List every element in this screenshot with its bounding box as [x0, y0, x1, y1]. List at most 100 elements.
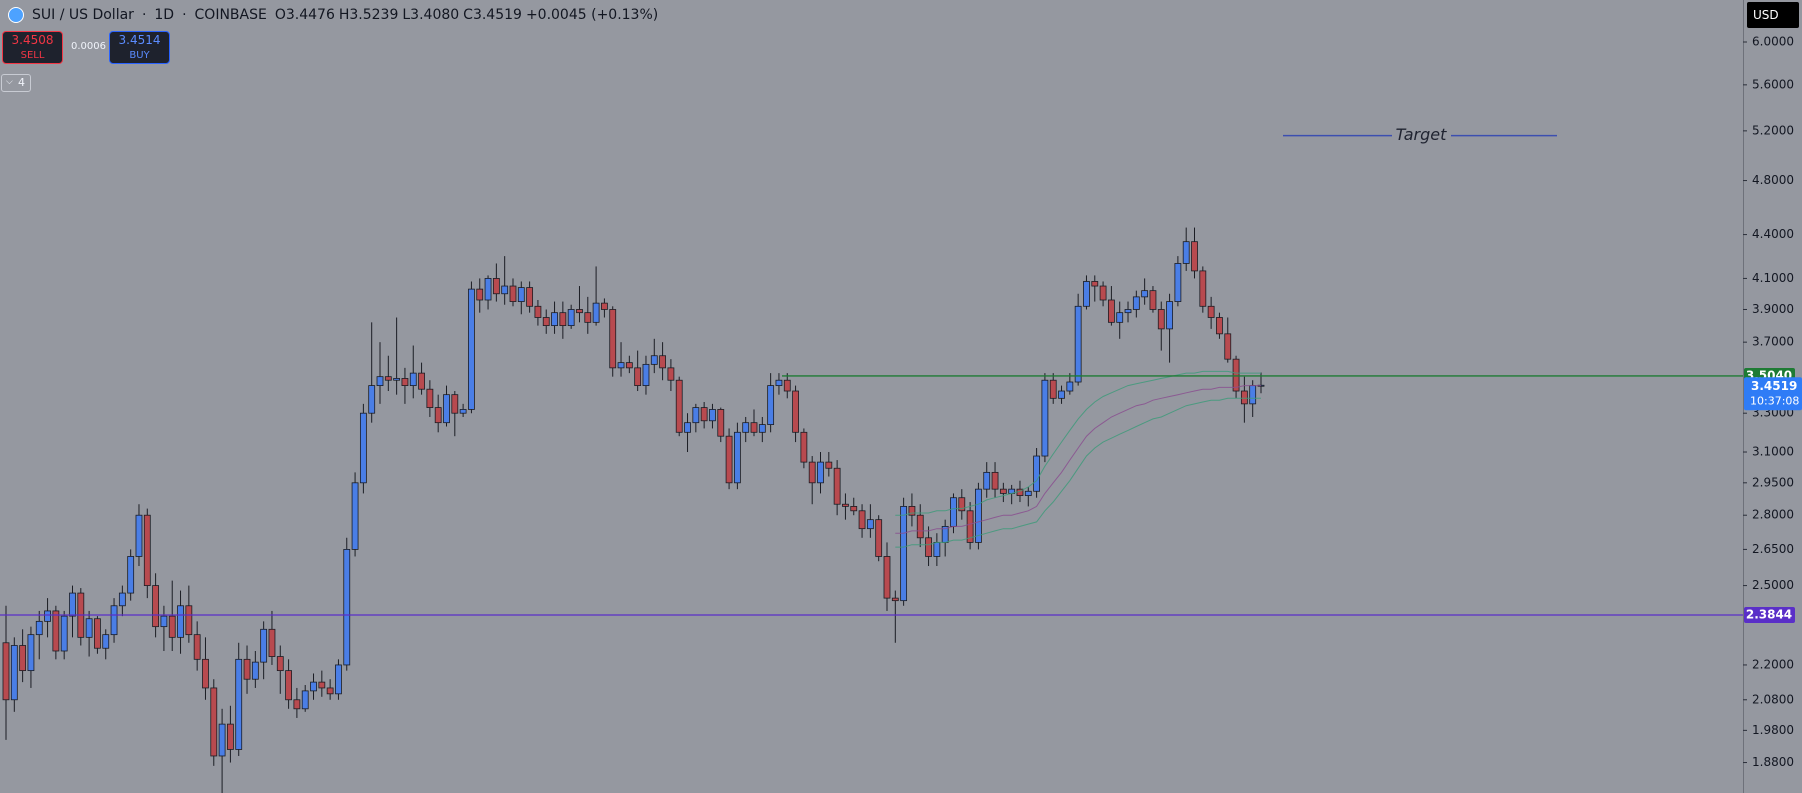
candle-body — [235, 658, 243, 750]
candle-body — [900, 506, 908, 602]
candle-body — [434, 407, 442, 424]
candle-body — [1107, 299, 1115, 323]
candle-body — [850, 506, 858, 512]
candle-body — [609, 309, 617, 369]
candle-body — [501, 285, 509, 295]
candle-body — [692, 407, 700, 424]
candle-body — [268, 628, 276, 657]
candle-body — [1083, 281, 1090, 307]
candle-body — [758, 424, 766, 433]
candle-body — [85, 618, 93, 638]
indicator-toggle[interactable]: 4 — [1, 74, 31, 92]
candle-body — [875, 519, 883, 557]
exchange: COINBASE — [194, 7, 267, 23]
candle-body — [102, 634, 110, 649]
candle-body — [842, 503, 849, 507]
candle-body — [675, 379, 683, 433]
y-tick-label: 3.9000 — [1752, 302, 1794, 316]
candle-body — [35, 620, 43, 636]
candle-body — [742, 422, 750, 433]
candle-body — [1091, 281, 1099, 287]
buy-button[interactable]: 3.4514 BUY — [109, 31, 170, 64]
candle-body — [44, 610, 51, 622]
candle-body — [725, 435, 733, 484]
candle-body — [152, 585, 160, 628]
candle-body — [318, 681, 326, 689]
price-label-box — [1744, 606, 1795, 623]
candle-body — [243, 658, 251, 680]
symbol-name[interactable]: SUI / US Dollar — [32, 7, 134, 23]
candle-body — [733, 431, 741, 484]
candle-body — [1224, 333, 1232, 360]
candle-body — [667, 367, 675, 381]
candle-body — [326, 687, 334, 695]
candle-body — [1116, 312, 1124, 323]
candle-body — [10, 645, 18, 701]
y-tick-label: 2.9500 — [1752, 475, 1794, 489]
candle-body — [800, 431, 808, 463]
candle-body — [767, 385, 775, 425]
candle-body — [1033, 455, 1040, 492]
candle-body — [825, 461, 833, 469]
candle-body — [476, 288, 484, 301]
y-tick-label: 3.1000 — [1752, 445, 1794, 459]
candle-body — [285, 670, 292, 701]
candle-body — [1132, 296, 1140, 310]
candle-body — [659, 355, 666, 369]
candle-body — [950, 497, 957, 527]
y-tick-label: 2.6500 — [1752, 542, 1794, 556]
candle-body — [1099, 285, 1107, 301]
interval[interactable]: 1D — [154, 7, 175, 23]
candle-body — [592, 302, 600, 323]
candle-body — [617, 362, 625, 369]
candle-body — [60, 615, 68, 652]
y-tick-label: 5.6000 — [1752, 77, 1794, 91]
candle-body — [1066, 381, 1074, 392]
candle-body — [459, 409, 467, 414]
candle-body — [310, 681, 317, 692]
y-tick-label: 4.4000 — [1752, 227, 1794, 241]
candle-body — [260, 628, 268, 663]
candle-body — [127, 556, 135, 594]
candle-body — [168, 615, 176, 638]
candle-body — [700, 407, 708, 422]
candle-body — [1074, 305, 1082, 383]
currency-button[interactable]: USD — [1747, 2, 1799, 28]
candle-body — [143, 514, 151, 586]
candle-body — [833, 467, 841, 505]
candle-body — [517, 287, 525, 302]
candle-body — [409, 372, 417, 386]
candle-body — [276, 656, 284, 672]
sell-button[interactable]: 3.4508 SELL — [2, 31, 63, 64]
candle-body — [19, 645, 27, 672]
candle-body — [925, 537, 932, 557]
candle-body — [783, 379, 791, 392]
candle-body — [1049, 379, 1057, 399]
candle-body — [526, 287, 534, 307]
candle-body — [576, 309, 583, 314]
candle-body — [1149, 290, 1157, 310]
sell-price: 3.4508 — [11, 33, 54, 47]
indicator-line — [895, 385, 1261, 534]
symbol-icon — [8, 7, 24, 23]
target-label: Target — [1396, 125, 1447, 144]
candle-body — [709, 409, 716, 422]
candle-body — [509, 285, 517, 302]
candle-body — [933, 542, 941, 557]
candle-body — [999, 488, 1007, 494]
candle-body — [185, 605, 193, 636]
candle-body — [808, 461, 816, 484]
candle-body — [492, 278, 500, 295]
candle-body — [218, 723, 226, 757]
candle-body — [1058, 390, 1065, 399]
candle-body — [351, 482, 359, 550]
candle-body — [52, 610, 60, 652]
candle-body — [1207, 305, 1215, 318]
candle-body — [94, 618, 101, 649]
y-tick-label: 1.8800 — [1752, 755, 1794, 769]
candle-body — [251, 661, 259, 680]
candle-body — [792, 390, 799, 433]
candle-body — [883, 556, 891, 599]
candle-body — [343, 548, 351, 666]
